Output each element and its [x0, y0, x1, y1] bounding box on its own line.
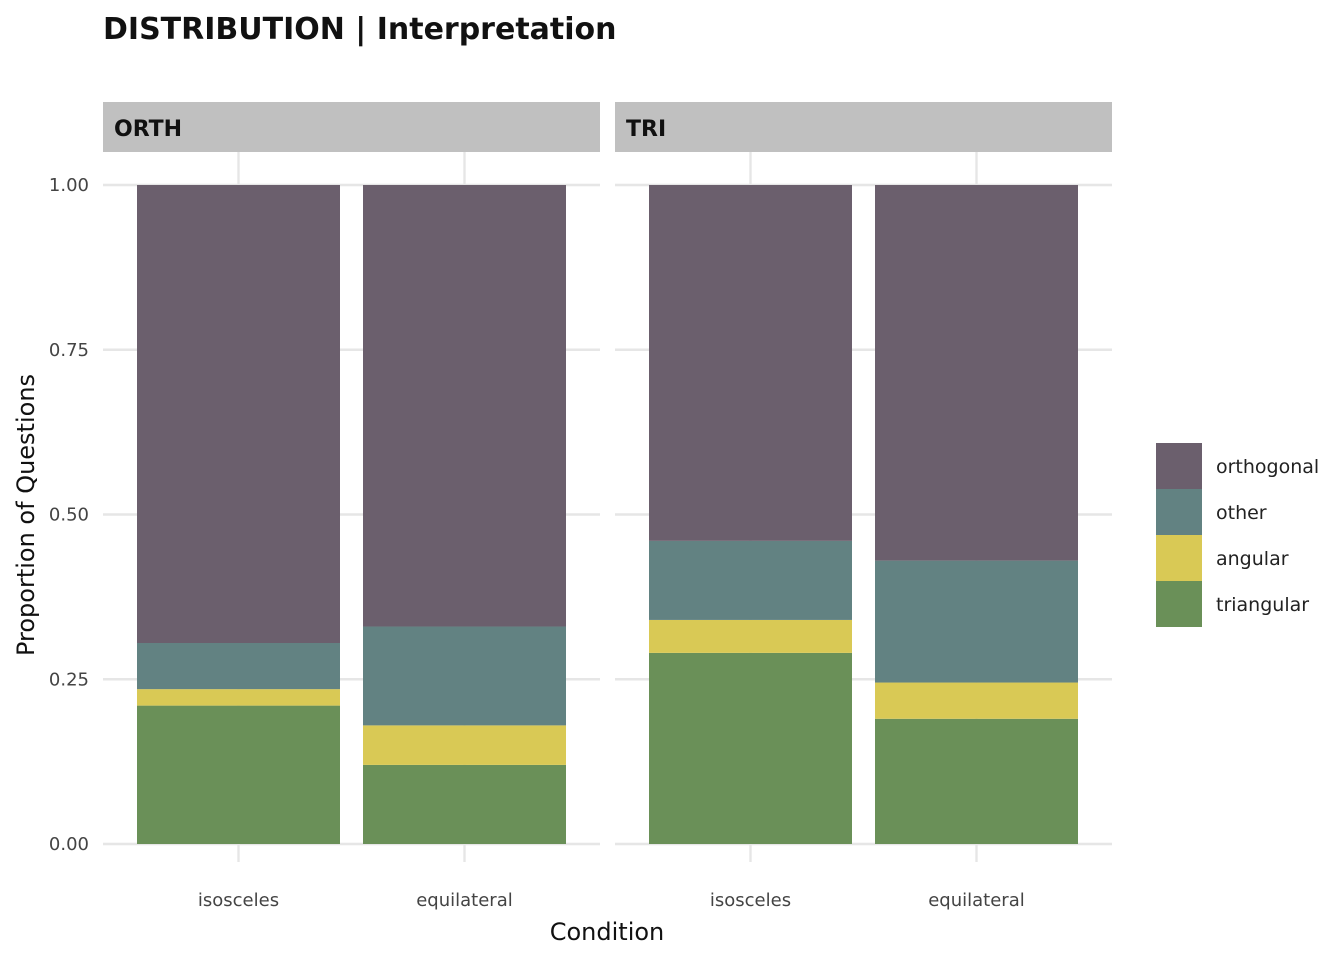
legend: orthogonal other angular triangular — [1156, 443, 1319, 627]
legend-key-triangular — [1156, 581, 1202, 627]
legend-label: orthogonal — [1216, 456, 1319, 478]
x-axis-title: Condition — [550, 918, 665, 946]
bar-segment-orthogonal — [649, 185, 852, 541]
y-tick-label: 1.00 — [49, 175, 89, 196]
legend-key-orthogonal — [1156, 443, 1202, 489]
facet-strips: ORTH TRI — [103, 102, 1112, 152]
bar-segment-triangular — [649, 652, 852, 844]
x-tick-label: equilateral — [416, 890, 513, 911]
y-axis-title: Proportion of Questions — [12, 374, 40, 656]
bar-segment-triangular — [875, 718, 1078, 844]
legend-label: triangular — [1216, 594, 1309, 616]
y-tick-label: 0.25 — [49, 669, 89, 690]
facet-strip — [103, 102, 600, 152]
bar-segment-angular — [137, 689, 340, 706]
facet-strip — [615, 102, 1112, 152]
facet-strip-label: ORTH — [114, 117, 182, 142]
legend-label: angular — [1216, 548, 1289, 570]
bar-segment-orthogonal — [137, 185, 340, 644]
y-tick-label: 0.00 — [49, 834, 89, 855]
y-tick-label: 0.75 — [49, 340, 89, 361]
bar-segment-triangular — [137, 705, 340, 844]
bar-segment-triangular — [363, 764, 566, 844]
facet-strip-label: TRI — [626, 117, 666, 142]
y-tick-label: 0.50 — [49, 505, 89, 526]
bar-segment-angular — [363, 725, 566, 765]
bar-segment-orthogonal — [363, 185, 566, 627]
bar-segment-angular — [649, 619, 852, 653]
legend-key-angular — [1156, 535, 1202, 581]
x-tick-label: isosceles — [198, 890, 279, 911]
axis-ticks: isosceles equilateral isosceles equilateral… — [49, 175, 1025, 911]
bars — [137, 185, 1078, 844]
legend-key-other — [1156, 489, 1202, 535]
x-tick-label: isosceles — [710, 890, 791, 911]
chart-title: DISTRIBUTION | Interpretation — [103, 12, 617, 47]
bar-segment-other — [649, 540, 852, 620]
bar-segment-other — [137, 643, 340, 690]
bar-segment-orthogonal — [875, 185, 1078, 561]
bar-segment-other — [363, 626, 566, 726]
legend-label: other — [1216, 502, 1267, 524]
bar-segment-other — [875, 560, 1078, 683]
x-tick-label: equilateral — [928, 890, 1025, 911]
bar-segment-angular — [875, 682, 1078, 719]
